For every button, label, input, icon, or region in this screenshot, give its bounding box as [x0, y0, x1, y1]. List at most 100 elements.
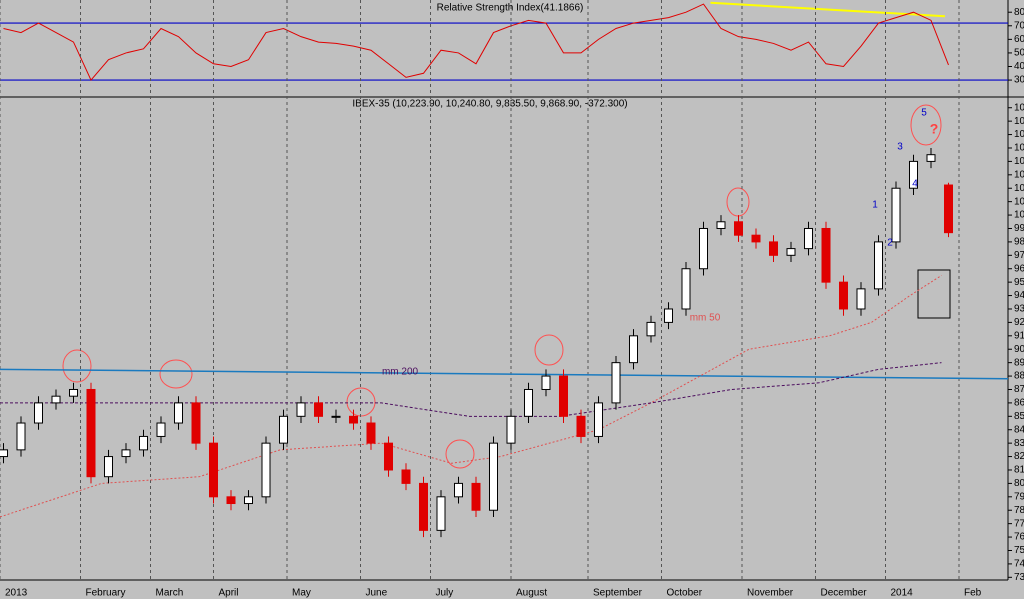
candle-body [384, 442, 393, 471]
y-tick-label: 9000 [1014, 344, 1024, 355]
wave-label: 4 [912, 179, 918, 190]
candle-body [139, 435, 148, 451]
candle-body [699, 227, 708, 270]
y-tick-label: 10700 [1014, 116, 1024, 127]
candle-body [856, 288, 866, 310]
y-tick-label: 8200 [1014, 451, 1024, 462]
candle-body [576, 415, 586, 437]
x-tick-label: Feb [964, 588, 982, 599]
x-tick-label: March [156, 588, 184, 599]
rsi-title: Relative Strength Index(41.1866) [437, 3, 584, 14]
y-tick-label: 10800 [1014, 102, 1024, 113]
y-tick-label: 7500 [1014, 545, 1024, 556]
candle-body [874, 241, 883, 290]
candle-body [419, 482, 428, 531]
y-tick-label: 8700 [1014, 384, 1024, 395]
y-tick-label: 10100 [1014, 196, 1024, 207]
y-tick-label: 9500 [1014, 277, 1024, 288]
candle-body [891, 187, 901, 243]
y-tick-label: 70 [1014, 20, 1024, 31]
candle-body [226, 496, 236, 505]
y-tick-label: 10400 [1014, 156, 1024, 167]
candle-body [909, 160, 918, 189]
candle-body [559, 375, 568, 417]
candle-body [734, 221, 743, 236]
candle-body [279, 415, 288, 444]
candle-body [489, 442, 498, 511]
candle-body [769, 241, 778, 256]
circle [62, 349, 92, 383]
candle-body [594, 402, 603, 437]
x-tick-label: 2013 [5, 588, 28, 599]
rsi-line [3, 3, 949, 81]
candle-body [104, 456, 113, 478]
y-tick-label: 8300 [1014, 438, 1024, 449]
candle-body [16, 422, 26, 451]
candle-body [349, 415, 358, 424]
candle-body [191, 402, 201, 444]
circle [534, 334, 564, 366]
candle-body [156, 422, 166, 437]
wave-label: 2 [887, 238, 893, 249]
y-tick-label: 8100 [1014, 465, 1024, 476]
y-tick-label: 7900 [1014, 491, 1024, 502]
y-tick-label: 9700 [1014, 250, 1024, 261]
candle-body [471, 482, 481, 511]
candle-body [839, 281, 848, 310]
wave-label: 5 [921, 108, 927, 119]
candle-body [174, 402, 183, 424]
candle-body [436, 496, 446, 531]
candle-body [541, 375, 551, 390]
x-tick-label: November [747, 588, 794, 599]
candle-body [0, 449, 8, 458]
overlay-label: mm 200 [382, 367, 419, 378]
price-title: IBEX-35 (10,223.90, 10,240.80, 9,835.50,… [352, 99, 627, 110]
y-tick-label: 8600 [1014, 398, 1024, 409]
candle-body [314, 402, 323, 417]
candle-body [786, 248, 796, 256]
x-tick-label: July [436, 588, 454, 599]
candle-body [926, 154, 936, 162]
y-tick-label: 80 [1014, 7, 1024, 18]
y-tick-label: 10200 [1014, 183, 1024, 194]
y-tick-label: 8400 [1014, 424, 1024, 435]
y-tick-label: 7800 [1014, 505, 1024, 516]
candle-body [209, 442, 218, 498]
candle-body [366, 422, 376, 444]
y-tick-label: 9400 [1014, 290, 1024, 301]
trendline [710, 1, 946, 18]
overlay-label: mm 50 [690, 313, 721, 324]
y-tick-label: 9600 [1014, 263, 1024, 274]
y-tick-label: 50 [1014, 48, 1024, 59]
candle-body [821, 227, 831, 283]
candle-body [86, 388, 96, 478]
y-tick-label: 8800 [1014, 371, 1024, 382]
y-tick-label: 10600 [1014, 129, 1024, 140]
candle-body [296, 402, 306, 417]
y-tick-label: 10000 [1014, 210, 1024, 221]
candle-body [944, 184, 953, 234]
x-tick-label: June [366, 588, 388, 599]
wave-label: 1 [872, 200, 878, 211]
candle-body [524, 388, 533, 417]
x-tick-label: September [593, 588, 643, 599]
circle [159, 359, 193, 389]
candle-body [51, 395, 61, 404]
candle-body [454, 482, 463, 498]
x-tick-label: December [821, 588, 868, 599]
candle-body [611, 362, 621, 404]
y-tick-label: 10500 [1014, 143, 1024, 154]
candle-body [121, 449, 131, 458]
circle [910, 104, 942, 146]
candle-body [244, 496, 253, 505]
x-tick-label: May [292, 588, 311, 599]
moving-average [0, 362, 942, 417]
y-tick-label: 8500 [1014, 411, 1024, 422]
candle-body [629, 335, 638, 364]
wave-label: 3 [897, 142, 903, 153]
y-tick-label: 9200 [1014, 317, 1024, 328]
y-tick-label: 7700 [1014, 518, 1024, 529]
y-tick-label: 60 [1014, 34, 1024, 45]
y-tick-label: 8000 [1014, 478, 1024, 489]
